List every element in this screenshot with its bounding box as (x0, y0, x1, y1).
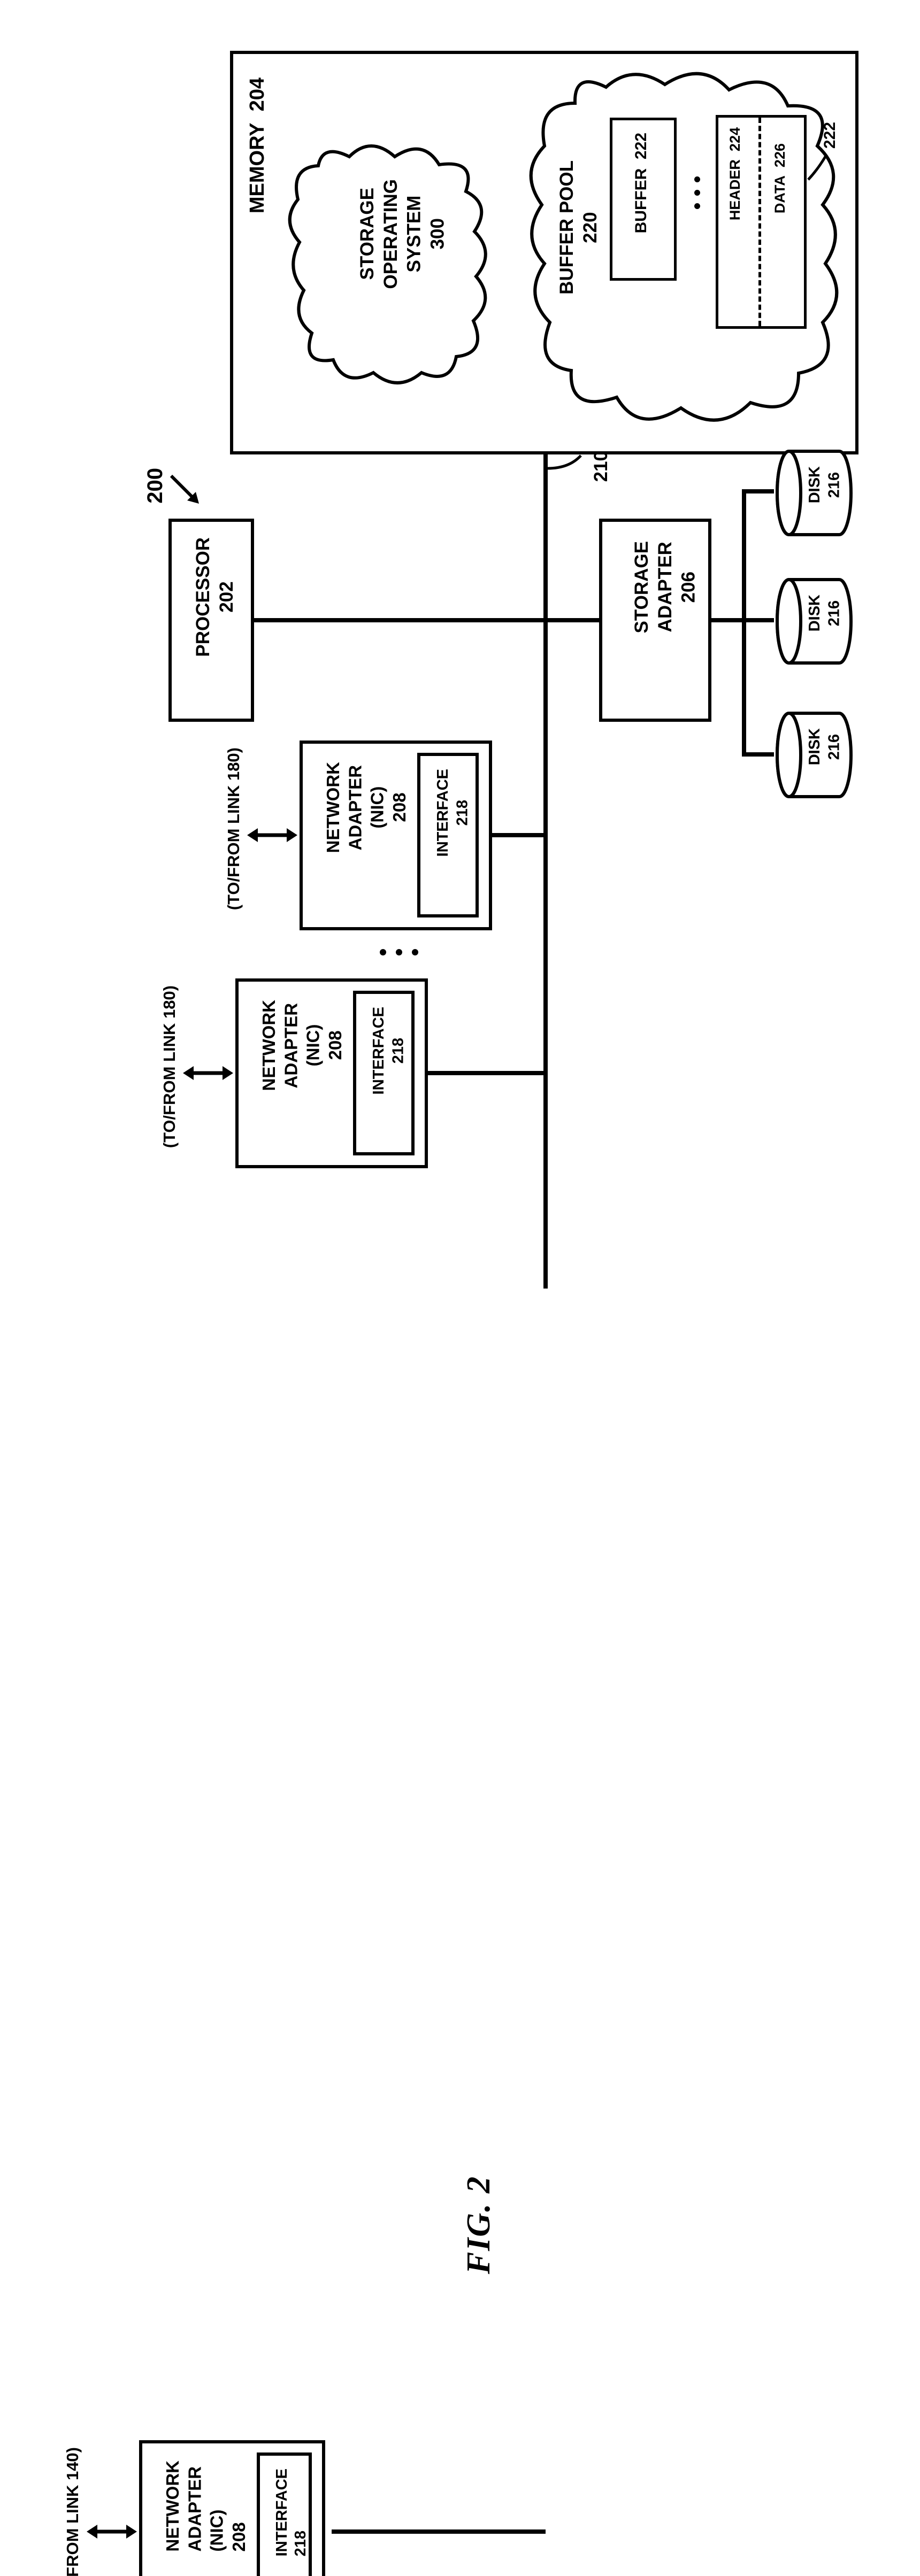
nic-c-interface-label: INTERFACE 218 (273, 2469, 310, 2556)
bus-patch (21, 1267, 899, 2576)
nic-c-label: NETWORK ADAPTER (NIC) 208 (162, 2461, 250, 2551)
fig-label-layer: FIG. 2 (21, 1267, 899, 2576)
bus-patch2 (21, 1267, 899, 2576)
nic-c-interface (257, 2452, 312, 2576)
ncil: INTERFACE (273, 2469, 290, 2556)
ncl1: NETWORK (163, 2461, 182, 2551)
ncl3: (NIC) (207, 2510, 227, 2552)
final-overlay: NETWORK ADAPTER (NIC) 208 INTERFACE 218 … (21, 1267, 899, 2576)
nic-c (139, 2440, 325, 2576)
conn-nic-c (332, 2529, 546, 2534)
nic-c-arrow-icon (85, 2516, 139, 2548)
nic-c-link: (TO/FROM LINK 140) (63, 2447, 82, 2576)
figure-caption: FIG. 2 (460, 2176, 498, 2274)
overlay (21, 21, 899, 1390)
ncir: 218 (292, 2531, 309, 2556)
nclr: 208 (229, 2522, 249, 2551)
ncl2: ADAPTER (185, 2466, 204, 2552)
